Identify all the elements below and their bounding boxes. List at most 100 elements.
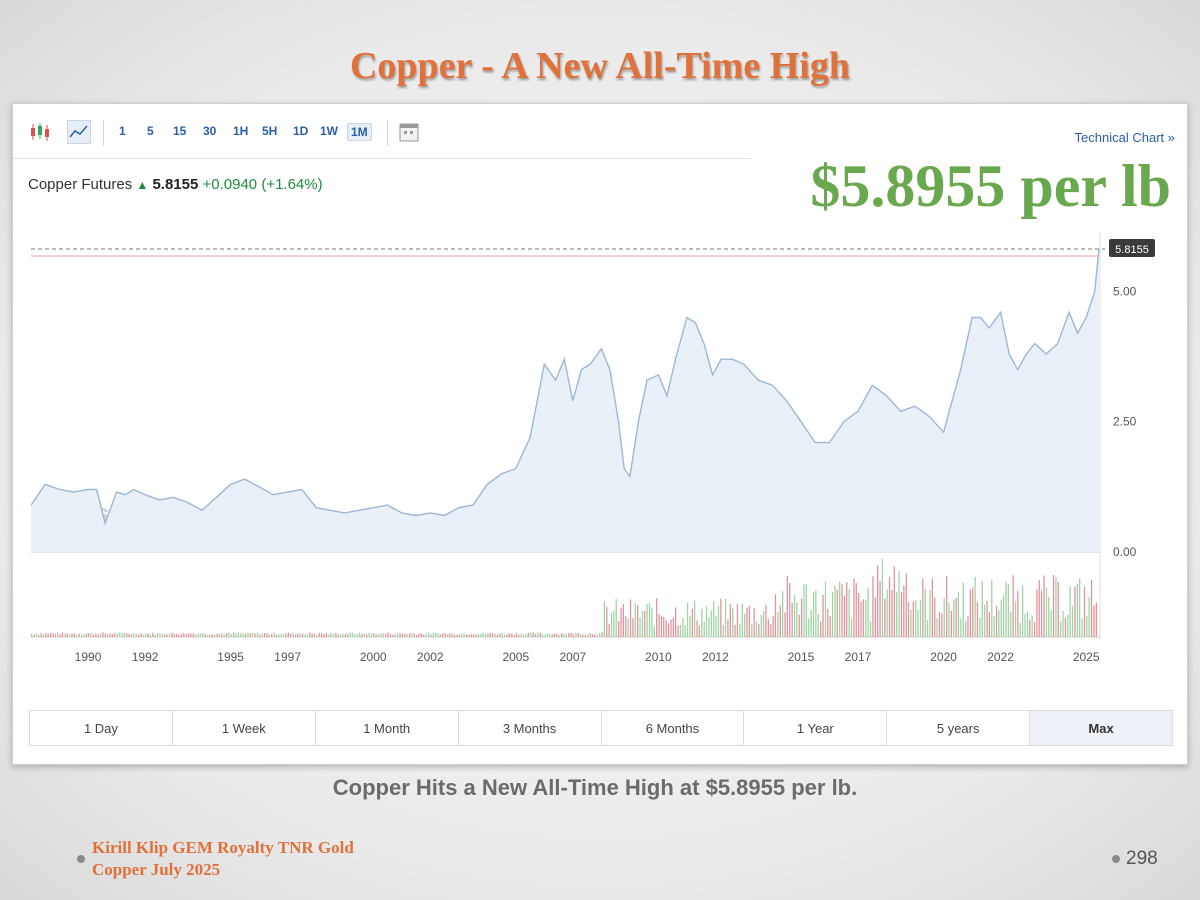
volume-bar (204, 634, 206, 637)
interval-1h[interactable]: 1H (233, 124, 249, 138)
volume-bar (843, 595, 846, 637)
interval-30[interactable]: 30 (203, 124, 217, 138)
volume-bar (1012, 575, 1014, 637)
volume-bar (563, 634, 565, 637)
volume-bar (924, 588, 926, 637)
volume-bar (104, 633, 106, 637)
candlestick-icon[interactable] (29, 122, 51, 142)
interval-5[interactable]: 5 (147, 124, 154, 138)
volume-bar (492, 633, 494, 637)
volume-bar (881, 559, 884, 637)
range-6-months[interactable]: 6 Months (602, 711, 745, 745)
volume-bar (306, 633, 308, 637)
volume-bar (280, 634, 282, 637)
calendar-icon[interactable] (399, 121, 419, 143)
interval-1d[interactable]: 1D (293, 124, 309, 138)
volume-bar (206, 634, 209, 637)
x-tick-label: 1992 (132, 650, 159, 664)
volume-bar (85, 633, 87, 637)
volume-bar (325, 632, 327, 637)
highlight-price: $5.8955 per lb (810, 153, 1171, 219)
volume-bar (152, 632, 154, 637)
volume-bar (993, 616, 995, 637)
volume-bar (637, 605, 639, 637)
volume-bar (570, 632, 572, 637)
volume-bar (1071, 606, 1074, 637)
interval-15[interactable]: 15 (173, 124, 187, 138)
range-1-day[interactable]: 1 Day (30, 711, 173, 745)
volume-bar (76, 634, 78, 637)
volume-bar (176, 634, 178, 637)
volume-bar (969, 589, 971, 637)
volume-bar (233, 632, 235, 637)
volume-bar (1003, 595, 1005, 637)
volume-bar (558, 634, 560, 637)
volume-bar (1062, 611, 1064, 637)
range-5-years[interactable]: 5 years (887, 711, 1031, 745)
volume-bar (656, 598, 658, 637)
volume-bar (263, 633, 266, 637)
volume-bar (154, 634, 156, 637)
volume-bar (1024, 613, 1026, 637)
volume-bar (157, 633, 159, 637)
volume-bar (442, 633, 444, 637)
range-1-year[interactable]: 1 Year (744, 711, 888, 745)
volume-bar (147, 633, 149, 637)
volume-bar (915, 600, 917, 637)
volume-bar (544, 634, 546, 637)
interval-1m[interactable]: 1M (347, 123, 372, 141)
volume-bar (370, 633, 373, 637)
volume-bar (42, 634, 45, 637)
volume-bar (332, 633, 335, 637)
volume-bar (513, 634, 515, 637)
range-3-months[interactable]: 3 Months (459, 711, 602, 745)
volume-bar (767, 619, 769, 637)
range-1-month[interactable]: 1 Month (316, 711, 459, 745)
volume-bar (858, 592, 860, 637)
x-tick-label: 2002 (417, 650, 444, 664)
volume-bar (1076, 583, 1078, 637)
volume-bar (145, 633, 147, 637)
chart-widget: 1 5 15 30 1H 5H 1D 1W 1M Technical Chart… (12, 103, 1188, 765)
volume-bar (423, 634, 425, 637)
volume-bar (841, 584, 843, 637)
volume-bar (342, 633, 344, 637)
price-chart[interactable]: Investing.com5.81550.002.505.00199019921… (13, 104, 1187, 704)
volume-bar (121, 632, 123, 637)
volume-bar (981, 580, 983, 637)
volume-bar (83, 634, 85, 637)
interval-1w[interactable]: 1W (320, 124, 338, 138)
volume-bar (465, 634, 468, 637)
volume-bar (748, 605, 750, 637)
volume-bar (116, 634, 118, 637)
volume-bar (35, 633, 38, 637)
price-line (30, 248, 1100, 526)
volume-bar (691, 608, 693, 637)
x-tick-label: 1990 (75, 650, 102, 664)
volume-bar (820, 621, 822, 637)
interval-1[interactable]: 1 (119, 124, 126, 138)
volume-bar (323, 633, 325, 637)
volume-bar (627, 618, 629, 637)
x-tick-label: 2010 (645, 650, 672, 664)
volume-bar (572, 634, 575, 637)
volume-bar (247, 632, 249, 637)
volume-bar (242, 633, 244, 637)
volume-bar (907, 602, 910, 637)
volume-bar (629, 599, 632, 637)
area-chart-icon[interactable] (67, 120, 91, 144)
volume-bar (675, 607, 677, 637)
volume-bar (297, 633, 299, 637)
volume-bar (439, 634, 442, 637)
volume-bar (946, 576, 948, 637)
volume-bar (456, 634, 458, 637)
range-max[interactable]: Max (1030, 711, 1172, 745)
interval-5h[interactable]: 5H (262, 124, 278, 138)
volume-bar (378, 633, 380, 637)
volume-bar (109, 633, 111, 637)
range-1-week[interactable]: 1 Week (173, 711, 316, 745)
volume-bar (601, 632, 603, 637)
volume-bar (73, 633, 76, 637)
technical-chart-link[interactable]: Technical Chart » (1074, 130, 1175, 145)
volume-bar (784, 612, 786, 637)
